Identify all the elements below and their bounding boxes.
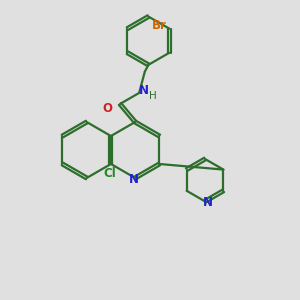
Text: Br: Br	[152, 19, 166, 32]
Text: O: O	[103, 102, 112, 115]
Text: H: H	[148, 91, 156, 101]
Text: N: N	[203, 196, 213, 209]
Text: N: N	[129, 173, 139, 186]
Text: Cl: Cl	[103, 167, 116, 180]
Text: N: N	[139, 84, 149, 98]
